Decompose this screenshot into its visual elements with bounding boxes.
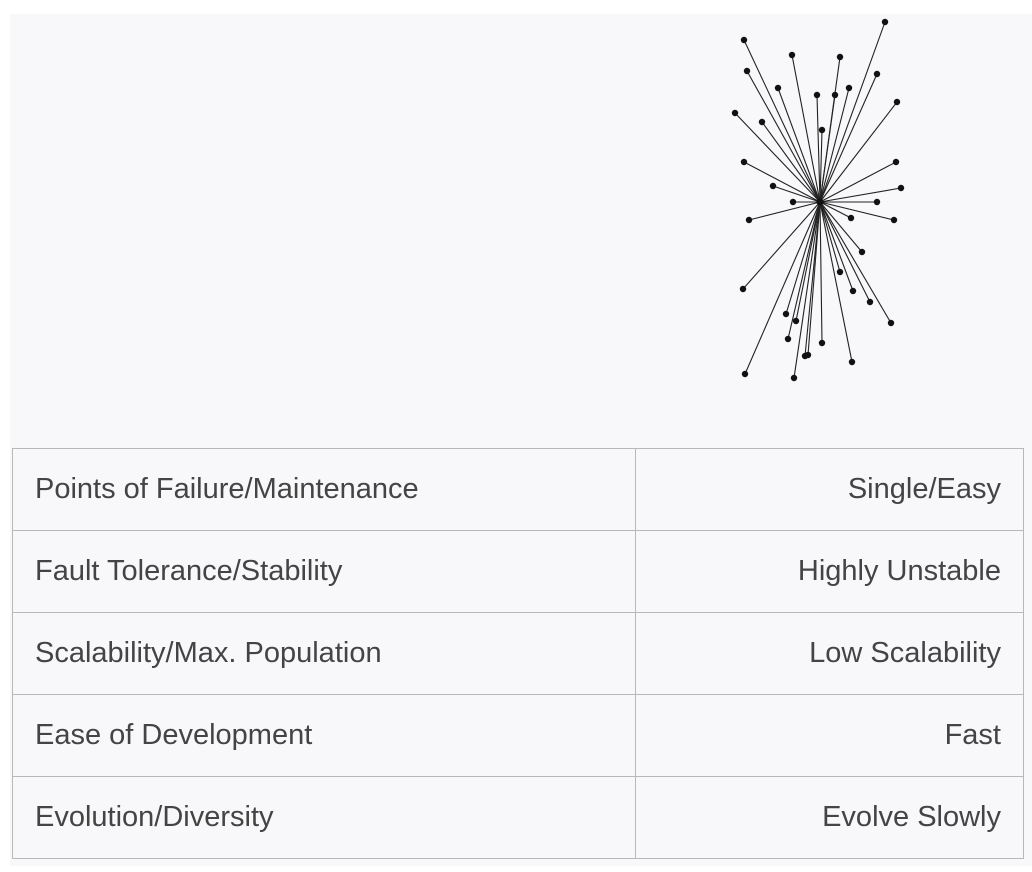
network-node xyxy=(818,126,826,134)
network-edges xyxy=(734,21,902,379)
property-value: Single/Easy xyxy=(635,448,1024,531)
property-value: Low Scalability xyxy=(635,612,1024,695)
network-edge xyxy=(819,201,823,344)
network-node xyxy=(836,53,844,61)
network-node xyxy=(731,109,739,117)
network-node xyxy=(897,184,905,192)
network-node xyxy=(887,319,895,327)
property-value: Highly Unstable xyxy=(635,530,1024,613)
network-edge xyxy=(819,201,863,253)
table-row: Fault Tolerance/Stability Highly Unstabl… xyxy=(12,530,1024,613)
star-network-diagram xyxy=(731,18,905,382)
property-value: Fast xyxy=(635,694,1024,777)
property-label: Scalability/Max. Population xyxy=(12,612,636,695)
network-edge xyxy=(785,201,821,315)
network-node xyxy=(790,374,798,382)
network-edge xyxy=(819,201,854,292)
network-node xyxy=(740,36,748,44)
network-edge xyxy=(819,187,902,203)
network-node xyxy=(847,214,855,222)
properties-table: Points of Failure/Maintenance Single/Eas… xyxy=(12,448,1024,859)
network-edge xyxy=(746,70,821,203)
network-edge xyxy=(761,121,821,203)
network-edge xyxy=(787,201,821,340)
network-node xyxy=(741,370,749,378)
network-edge xyxy=(743,161,821,203)
network-node xyxy=(873,198,881,206)
network-edge xyxy=(816,94,821,203)
network-node xyxy=(881,18,889,26)
network-edge xyxy=(744,201,821,375)
network-node xyxy=(813,91,821,99)
network-node xyxy=(858,248,866,256)
network-edge xyxy=(819,161,897,203)
network-node xyxy=(892,158,900,166)
network-node xyxy=(873,70,881,78)
network-edge xyxy=(742,201,821,290)
network-node xyxy=(890,216,898,224)
network-edge xyxy=(791,54,821,203)
network-node xyxy=(784,335,792,343)
network-node xyxy=(758,118,766,126)
network-node xyxy=(782,310,790,318)
network-node xyxy=(836,268,844,276)
network-node xyxy=(789,198,797,206)
network-edge xyxy=(819,201,841,273)
network-edge xyxy=(807,201,821,356)
table-row: Scalability/Max. Population Low Scalabil… xyxy=(12,612,1024,695)
network-hub xyxy=(816,198,824,206)
network-node xyxy=(740,158,748,166)
network-edge xyxy=(743,39,821,203)
network-edge xyxy=(795,201,821,322)
network-node xyxy=(848,358,856,366)
network-edge xyxy=(734,112,821,203)
network-node xyxy=(893,98,901,106)
table-row: Ease of Development Fast xyxy=(12,694,1024,777)
table-row: Evolution/Diversity Evolve Slowly xyxy=(12,776,1024,859)
network-node xyxy=(743,67,751,75)
network-node xyxy=(866,298,874,306)
network-edge xyxy=(819,94,836,203)
network-node xyxy=(792,317,800,325)
property-label: Ease of Development xyxy=(12,694,636,777)
network-node xyxy=(739,285,747,293)
network-node xyxy=(818,339,826,347)
network-node xyxy=(745,216,753,224)
property-label: Points of Failure/Maintenance xyxy=(12,448,636,531)
network-edge xyxy=(819,73,878,203)
network-node xyxy=(831,91,839,99)
property-value: Evolve Slowly xyxy=(635,776,1024,859)
network-edge xyxy=(819,201,892,324)
network-edge xyxy=(819,201,853,363)
property-label: Evolution/Diversity xyxy=(12,776,636,859)
network-node xyxy=(788,51,796,59)
network-edge xyxy=(793,201,821,379)
table-row: Points of Failure/Maintenance Single/Eas… xyxy=(12,448,1024,531)
network-edge xyxy=(819,201,895,221)
network-edge xyxy=(819,129,823,203)
network-edge xyxy=(819,21,886,203)
network-edge xyxy=(748,201,821,221)
network-node xyxy=(845,84,853,92)
network-node xyxy=(769,182,777,190)
network-edge xyxy=(819,201,852,219)
property-label: Fault Tolerance/Stability xyxy=(12,530,636,613)
network-node xyxy=(774,84,782,92)
network-edge xyxy=(819,87,850,203)
network-edge xyxy=(772,185,821,203)
network-edge xyxy=(819,201,871,303)
network-node xyxy=(804,351,812,359)
network-edge xyxy=(819,101,898,203)
network-node xyxy=(849,287,857,295)
network-nodes xyxy=(731,18,905,382)
network-edge xyxy=(777,87,821,203)
